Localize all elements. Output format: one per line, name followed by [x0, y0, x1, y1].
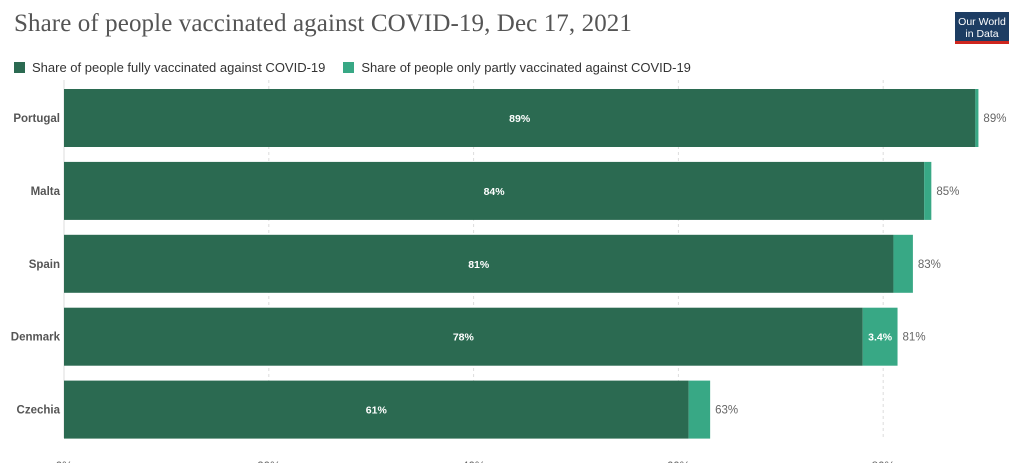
logo-line-1: Our World — [958, 16, 1006, 28]
category-label: Czechia — [17, 405, 61, 417]
bar-partly-vaccinated — [924, 161, 932, 220]
category-label: Malta — [31, 186, 61, 198]
chart-legend: Share of people fully vaccinated against… — [14, 59, 709, 75]
category-label: Denmark — [11, 332, 61, 344]
legend-swatch-partly — [343, 61, 355, 73]
bar-total-label: 85% — [936, 186, 959, 198]
bar-fully-vaccinated — [64, 234, 894, 293]
bar-fully-vaccinated — [64, 89, 976, 147]
bar-value-label-fully: 84% — [484, 186, 506, 198]
bar-fully-vaccinated — [64, 380, 689, 439]
x-tick-label: 40% — [462, 461, 485, 463]
legend-label-partly: Share of people only partly vaccinated a… — [361, 59, 691, 75]
chart-title: Share of people vaccinated against COVID… — [14, 10, 633, 37]
bar-value-label-fully: 81% — [468, 259, 490, 271]
owid-logo[interactable]: Our World in Data — [955, 12, 1009, 44]
bar-partly-vaccinated — [688, 380, 711, 439]
bar-value-label-fully: 89% — [509, 113, 531, 125]
bar-total-label: 89% — [983, 113, 1006, 125]
x-tick-label: 0% — [56, 461, 73, 463]
bar-partly-vaccinated — [862, 307, 898, 366]
bar-value-label-partly: 3.4% — [868, 332, 893, 344]
bar-total-label: 81% — [903, 332, 926, 344]
category-label: Spain — [29, 259, 60, 271]
x-tick-label: 80% — [872, 461, 895, 463]
legend-item-fully[interactable]: Share of people fully vaccinated against… — [14, 60, 325, 75]
bar-partly-vaccinated — [975, 89, 979, 147]
logo-line-2: in Data — [965, 28, 999, 40]
legend-label-fully: Share of people fully vaccinated against… — [32, 59, 326, 75]
x-tick-label: 60% — [667, 461, 690, 463]
bar-value-label-fully: 61% — [366, 405, 388, 417]
bar-fully-vaccinated — [64, 161, 925, 220]
bar-total-label: 83% — [918, 259, 941, 271]
legend-swatch-fully — [14, 61, 25, 73]
legend-item-partly[interactable]: Share of people only partly vaccinated a… — [343, 60, 691, 75]
x-tick-label: 20% — [257, 461, 280, 463]
category-label: Portugal — [13, 113, 60, 125]
bar-partly-vaccinated — [893, 234, 913, 293]
bar-value-label-fully: 78% — [453, 332, 475, 344]
bar-fully-vaccinated — [64, 307, 863, 366]
bar-total-label: 63% — [715, 405, 738, 417]
